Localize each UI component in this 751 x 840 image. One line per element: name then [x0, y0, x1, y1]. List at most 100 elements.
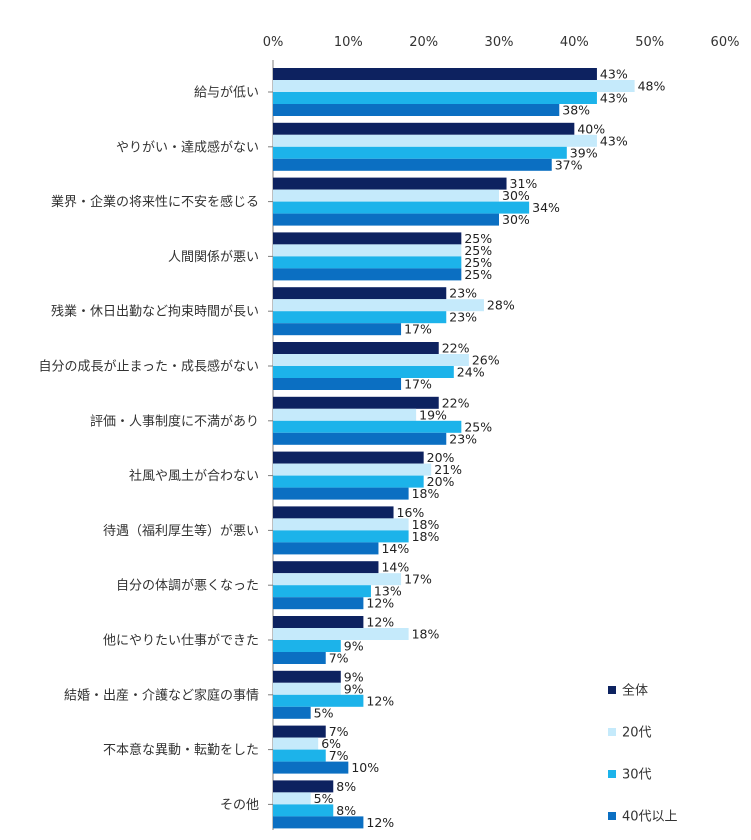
data-label: 43% [600, 133, 628, 148]
data-label: 8% [336, 803, 356, 818]
legend-label: 30代 [622, 768, 652, 783]
data-label: 9% [344, 669, 364, 684]
data-label: 21% [434, 462, 462, 477]
bar [273, 134, 597, 147]
data-label: 9% [344, 681, 364, 696]
category-label: 給与が低い [194, 86, 259, 101]
bar [273, 640, 341, 652]
bar [273, 104, 560, 116]
legend-label: 全体 [622, 683, 648, 699]
bar [273, 706, 311, 719]
bar [273, 396, 439, 409]
bar [273, 463, 432, 476]
data-label: 38% [562, 103, 590, 118]
category-label: その他 [220, 798, 259, 813]
bar [273, 737, 319, 750]
bar [273, 158, 552, 171]
data-label: 30% [502, 212, 530, 227]
legend: 全体 20代 30代 40代以上 [608, 683, 678, 825]
data-label: 30% [502, 188, 530, 203]
data-label: 20% [427, 474, 455, 489]
category-label: 自分の成長が止まった・成長感がない [39, 359, 259, 375]
data-label: 48% [638, 79, 666, 94]
legend-swatch [608, 812, 616, 820]
bar [273, 542, 379, 555]
data-label: 34% [532, 200, 560, 215]
data-label: 17% [404, 377, 432, 392]
bar [273, 530, 409, 543]
data-label: 12% [366, 615, 394, 630]
bar [273, 792, 311, 805]
x-tick-label: 30% [485, 35, 514, 50]
x-tick-label: 60% [711, 35, 740, 50]
bar [273, 585, 371, 598]
bar [273, 92, 597, 104]
category-label: 自分の体調が悪くなった [116, 579, 259, 594]
bar [273, 342, 439, 354]
data-label: 19% [419, 407, 447, 422]
data-label: 5% [314, 705, 334, 720]
data-label: 7% [329, 748, 349, 763]
data-label: 12% [366, 596, 394, 611]
bar [273, 682, 341, 695]
bar [273, 323, 402, 336]
bar [273, 725, 326, 738]
bar [273, 122, 575, 135]
data-label: 16% [397, 505, 425, 520]
data-label: 28% [487, 298, 515, 313]
data-label: 23% [449, 286, 477, 301]
bar [273, 506, 394, 519]
data-label: 18% [412, 517, 440, 532]
data-label: 8% [336, 779, 356, 794]
bar [273, 311, 447, 324]
category-label: 人間関係が悪い [168, 250, 259, 265]
bar [273, 80, 635, 92]
data-label: 6% [321, 736, 341, 751]
bar [273, 597, 364, 610]
data-label: 26% [472, 353, 500, 368]
data-label: 18% [412, 627, 440, 642]
bar [273, 670, 341, 683]
data-label: 9% [344, 639, 364, 654]
bar [273, 475, 424, 488]
category-axis: 給与が低いやりがい・達成感がない業界・企業の将来性に不安を感じる人間関係が悪い残… [39, 86, 273, 813]
data-labels: 43%48%43%38%40%43%39%37%31%30%34%30%25%2… [314, 67, 666, 830]
category-label: 結婚・出産・介護など家庭の事情 [64, 687, 259, 703]
bar [273, 628, 409, 640]
data-label: 23% [449, 310, 477, 325]
bar [273, 749, 326, 762]
bar [273, 780, 334, 793]
data-label: 5% [314, 791, 334, 806]
bar [273, 287, 447, 300]
bar [273, 652, 326, 664]
bar [273, 518, 409, 531]
data-label: 22% [442, 341, 470, 356]
bar [273, 213, 499, 226]
data-label: 23% [449, 431, 477, 446]
data-label: 25% [464, 255, 492, 270]
data-label: 18% [412, 486, 440, 501]
x-tick-label: 10% [334, 35, 363, 50]
bar [273, 451, 424, 464]
data-label: 12% [366, 815, 394, 830]
category-label: 不本意な異動・転勤をした [103, 742, 259, 758]
data-label: 31% [510, 176, 538, 191]
bar [273, 804, 334, 817]
legend-label: 40代以上 [622, 810, 678, 825]
data-label: 40% [577, 121, 605, 136]
data-label: 25% [464, 243, 492, 258]
bar [273, 189, 499, 202]
data-label: 18% [412, 529, 440, 544]
category-label: 他にやりたい仕事ができた [103, 634, 259, 649]
bar [273, 299, 484, 312]
bar [273, 354, 469, 366]
legend-swatch [608, 686, 616, 694]
bar [273, 694, 364, 707]
data-label: 20% [427, 450, 455, 465]
legend-label: 20代 [622, 726, 652, 741]
data-label: 24% [457, 365, 485, 380]
bar [273, 487, 409, 500]
bar [273, 268, 462, 281]
data-label: 12% [366, 693, 394, 708]
